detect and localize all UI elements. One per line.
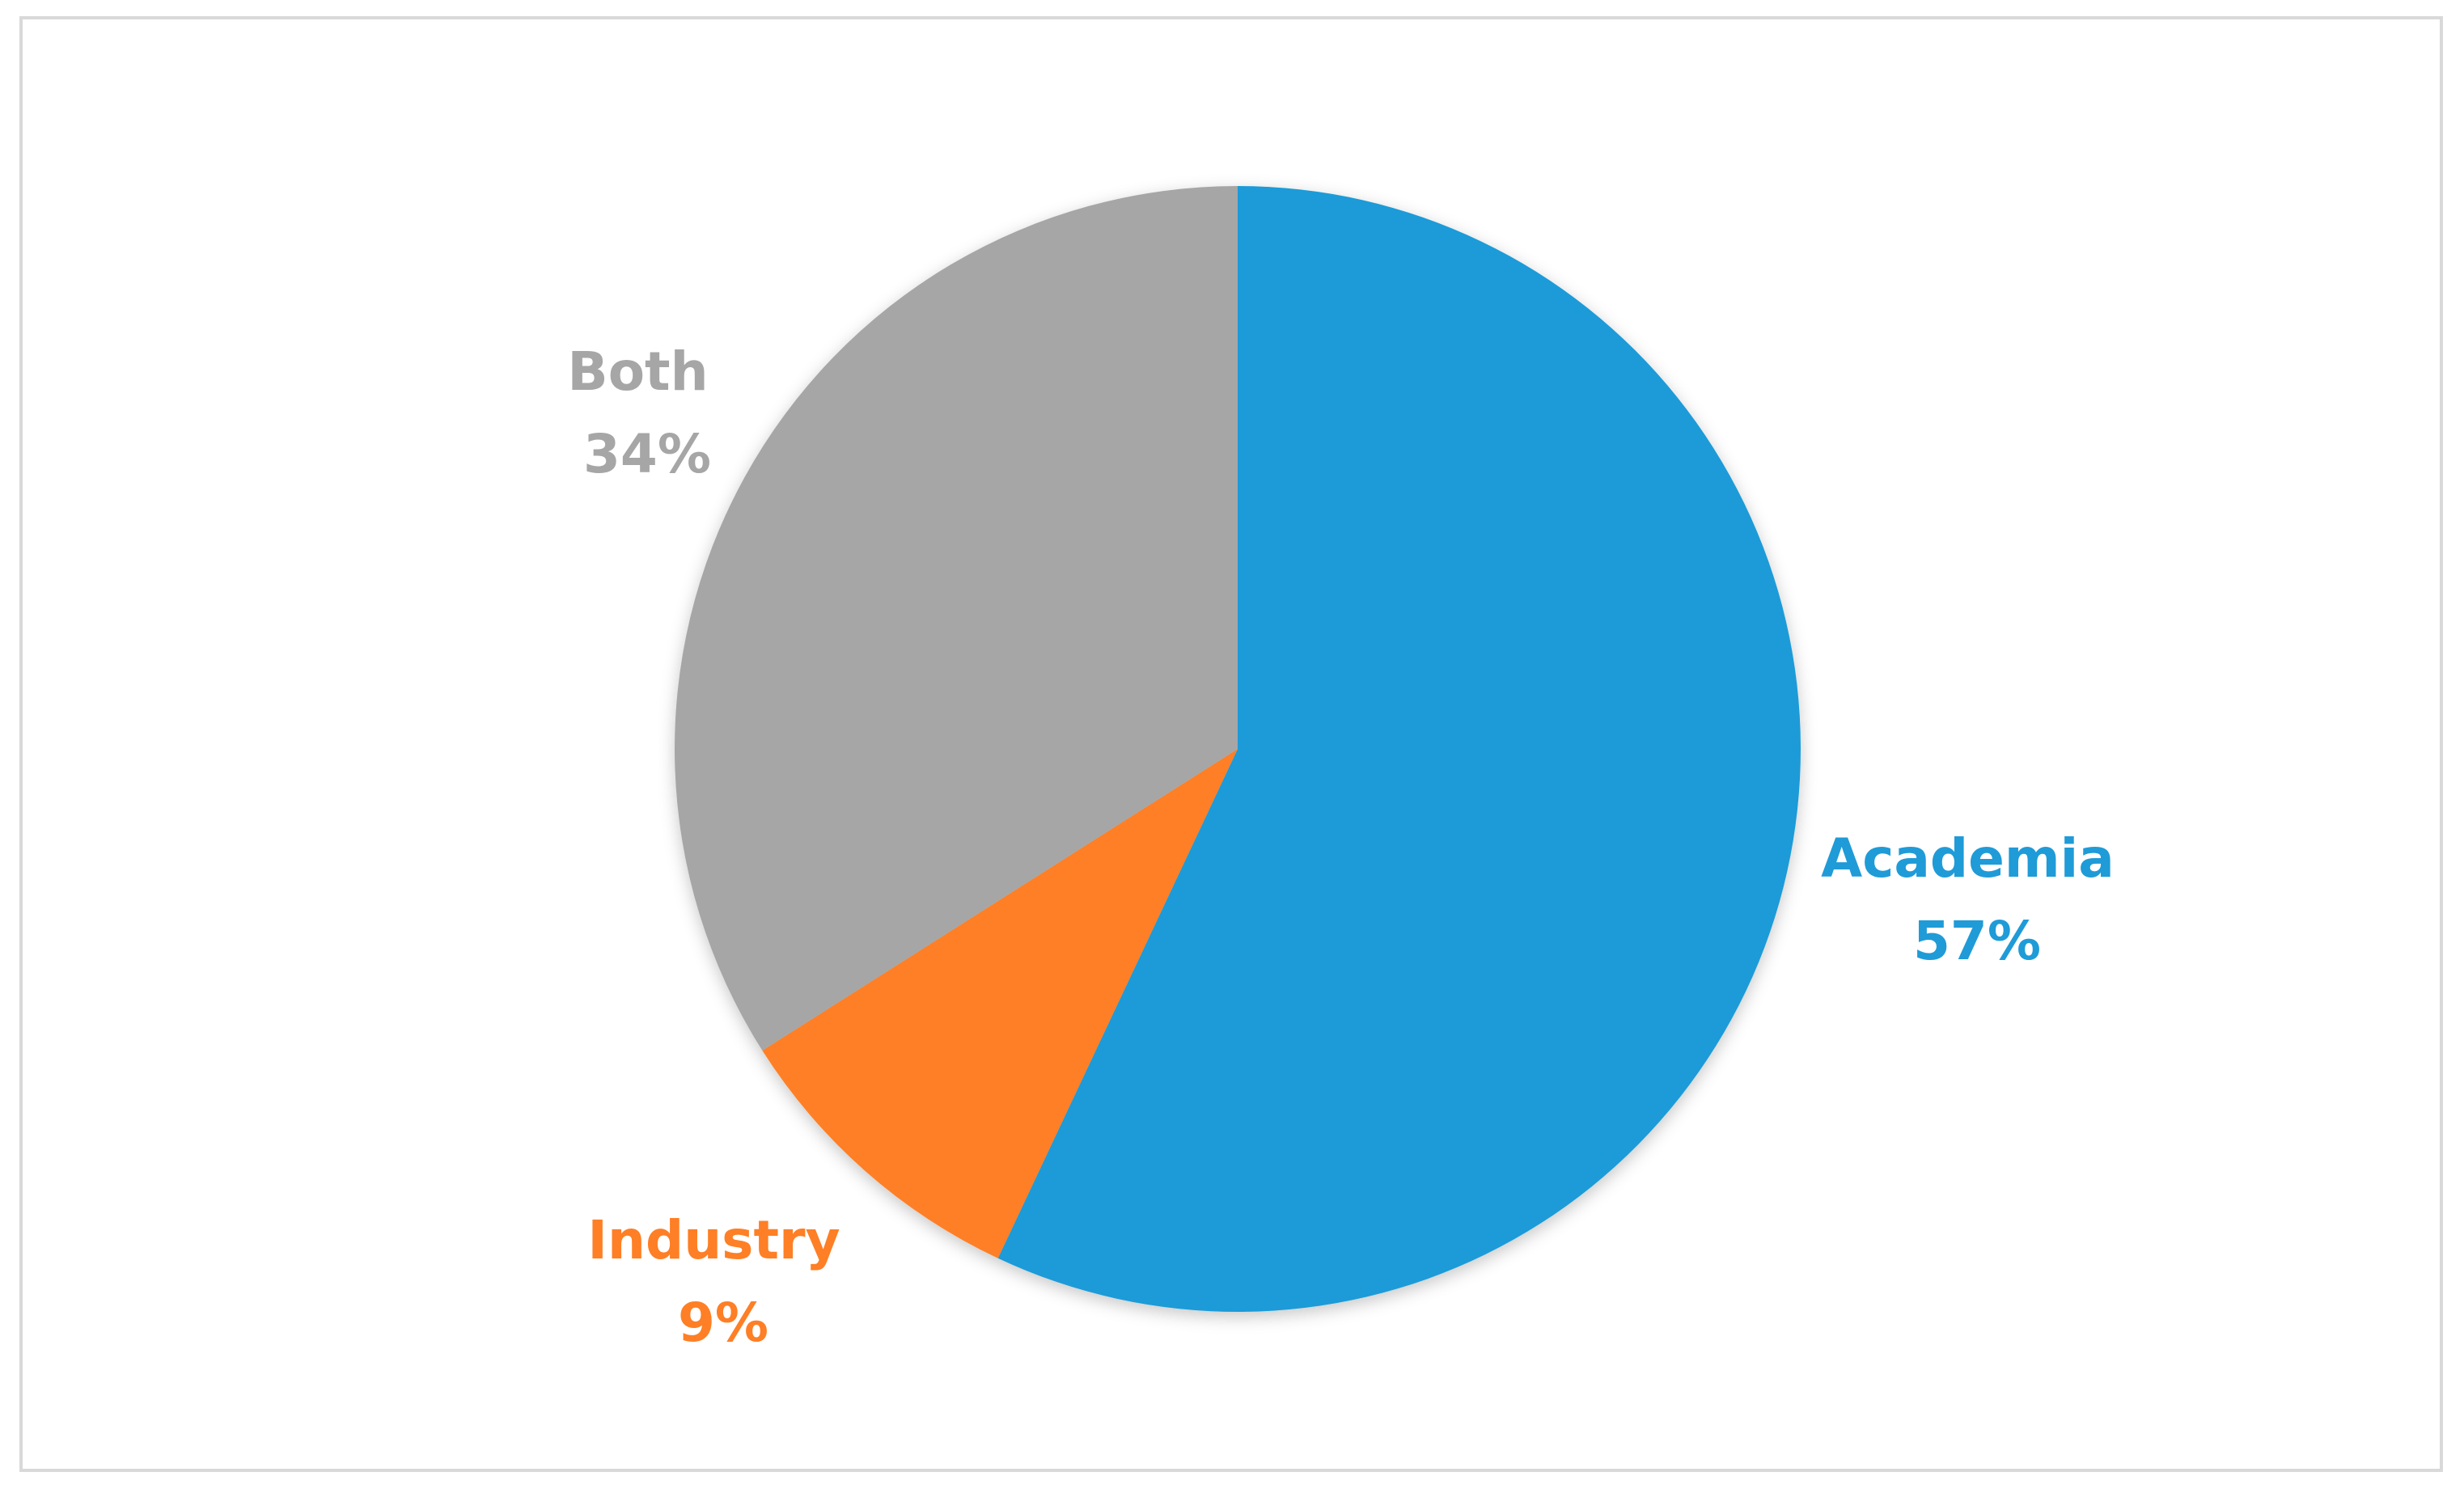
chart-frame: Academia 57% Industry 9% Both 34% bbox=[19, 16, 2443, 1472]
slice-label-academia: Academia 57% bbox=[1821, 827, 2133, 972]
slice-name-industry: Industry bbox=[587, 1209, 840, 1271]
pie-labels: Academia 57% Industry 9% Both 34% bbox=[567, 340, 2133, 1354]
pie-slice-industry bbox=[762, 749, 1238, 1258]
slice-value-industry: 9% bbox=[678, 1292, 768, 1354]
slice-value-both: 34% bbox=[583, 423, 711, 485]
slice-name-academia: Academia bbox=[1821, 827, 2115, 890]
pie-chart: Academia 57% Industry 9% Both 34% bbox=[567, 186, 2133, 1354]
pie-slice-both bbox=[675, 186, 1238, 1051]
pie-slice-academia bbox=[997, 186, 1801, 1312]
slice-label-both: Both 34% bbox=[567, 340, 726, 485]
slice-value-academia: 57% bbox=[1913, 910, 2041, 972]
pie-slices bbox=[675, 186, 1801, 1312]
slice-name-both: Both bbox=[567, 340, 708, 403]
slice-label-industry: Industry 9% bbox=[587, 1209, 858, 1354]
